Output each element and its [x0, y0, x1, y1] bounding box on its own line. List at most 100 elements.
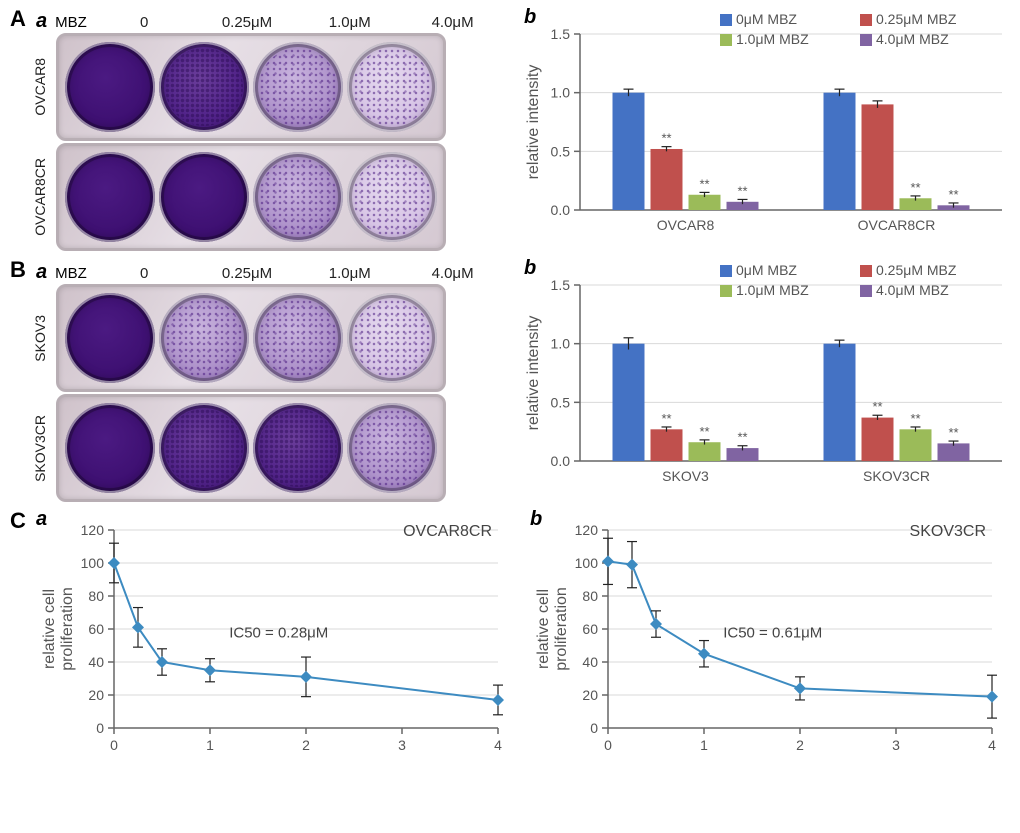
svg-text:**: ** [699, 176, 709, 191]
well [65, 42, 155, 132]
well-plate [56, 33, 446, 141]
svg-text:1: 1 [700, 737, 708, 753]
svg-text:SKOV3: SKOV3 [662, 468, 709, 484]
svg-text:1.0μM MBZ: 1.0μM MBZ [736, 282, 809, 298]
well [253, 403, 343, 493]
well [347, 293, 437, 383]
well-plate [56, 394, 446, 502]
panel-b-plates: a MBZ 00.25μM1.0μM4.0μM SKOV3 SKOV3CR [32, 261, 504, 504]
svg-text:80: 80 [88, 588, 104, 604]
well [253, 293, 343, 383]
panel-b-mbz-label: MBZ [55, 265, 87, 282]
svg-text:100: 100 [575, 555, 599, 571]
svg-text:**: ** [737, 183, 747, 198]
panel-b-sub-a: a [36, 261, 47, 284]
bar-chart-b: 0.0 0.5 1.0 1.5 relative intensity 0μM MBZ 0.2… [520, 261, 1010, 491]
svg-text:SKOV3CR: SKOV3CR [910, 523, 986, 540]
conc-label: 1.0μM [298, 265, 401, 282]
svg-text:**: ** [737, 430, 747, 445]
well [65, 293, 155, 383]
well [347, 42, 437, 132]
conc-label: 4.0μM [401, 265, 504, 282]
panel-b-barchart: b 0.00.51.01.5relative intensity0μM MBZ0… [520, 261, 1010, 491]
svg-text:80: 80 [582, 588, 598, 604]
svg-text:1: 1 [206, 737, 214, 753]
plate-row: OVCAR8 [32, 33, 504, 141]
conc-label: 0 [93, 14, 196, 31]
svg-text:SKOV3CR: SKOV3CR [863, 468, 930, 484]
svg-text:0: 0 [110, 737, 118, 753]
panel-c: C a 02040608010012001234relative cellpro… [10, 512, 1010, 762]
well-plate [56, 284, 446, 392]
plate-row: OVCAR8CR [32, 143, 504, 251]
conc-label: 0.25μM [196, 265, 299, 282]
plate-row-label: SKOV3 [32, 315, 52, 362]
svg-text:**: ** [948, 425, 958, 440]
svg-text:relative intensity: relative intensity [525, 316, 542, 431]
panel-c-letter: C [10, 508, 26, 534]
panel-c-sub-b: b [530, 508, 542, 531]
plate-row: SKOV3CR [32, 394, 504, 502]
conc-label: 4.0μM [401, 14, 504, 31]
plate-row-label: OVCAR8CR [32, 158, 52, 236]
well [65, 152, 155, 242]
svg-text:20: 20 [88, 687, 104, 703]
panel-c-chart-2: b 02040608010012001234relative cellproli… [526, 512, 1006, 762]
svg-text:4.0μM MBZ: 4.0μM MBZ [876, 31, 949, 47]
svg-text:40: 40 [582, 654, 598, 670]
svg-text:**: ** [661, 131, 671, 146]
well [253, 42, 343, 132]
svg-text:60: 60 [582, 621, 598, 637]
svg-text:0.5: 0.5 [551, 143, 571, 159]
svg-text:**: ** [910, 411, 920, 426]
well [347, 152, 437, 242]
svg-text:0.0: 0.0 [551, 453, 571, 469]
svg-text:**: ** [699, 424, 709, 439]
plate-row: SKOV3 [32, 284, 504, 392]
svg-text:1.5: 1.5 [551, 277, 571, 293]
svg-text:3: 3 [892, 737, 900, 753]
figure-root: A a MBZ 00.25μM1.0μM4.0μM OVCAR8OVCAR8CR… [10, 10, 1010, 762]
svg-text:OVCAR8CR: OVCAR8CR [403, 523, 492, 540]
line-chart-c2: 02040608010012001234relative cellprolife… [526, 512, 1006, 762]
svg-text:IC50 = 0.61μM: IC50 = 0.61μM [723, 624, 822, 641]
svg-text:20: 20 [582, 687, 598, 703]
svg-text:120: 120 [81, 522, 105, 538]
conc-label: 0 [93, 265, 196, 282]
svg-text:1.0μM MBZ: 1.0μM MBZ [736, 31, 809, 47]
svg-text:60: 60 [88, 621, 104, 637]
svg-text:proliferation: proliferation [553, 587, 570, 671]
plate-row-label: SKOV3CR [32, 415, 52, 482]
plate-row-label: OVCAR8 [32, 58, 52, 116]
panel-a-conc-labels: 00.25μM1.0μM4.0μM [93, 14, 504, 31]
panel-c-chart-1: a 02040608010012001234relative cellproli… [32, 512, 512, 762]
svg-text:0.5: 0.5 [551, 394, 571, 410]
svg-text:1.5: 1.5 [551, 26, 571, 42]
well [159, 293, 249, 383]
svg-text:4.0μM MBZ: 4.0μM MBZ [876, 282, 949, 298]
svg-text:IC50 = 0.28μM: IC50 = 0.28μM [229, 624, 328, 641]
well [253, 152, 343, 242]
panel-a-sub-b: b [524, 6, 536, 29]
svg-text:0: 0 [590, 720, 598, 736]
svg-text:OVCAR8: OVCAR8 [657, 217, 715, 233]
panel-a: A a MBZ 00.25μM1.0μM4.0μM OVCAR8OVCAR8CR… [10, 10, 1010, 253]
svg-text:relative cell: relative cell [41, 589, 58, 669]
svg-text:0μM MBZ: 0μM MBZ [736, 262, 797, 278]
svg-text:0: 0 [96, 720, 104, 736]
panel-a-plates: a MBZ 00.25μM1.0μM4.0μM OVCAR8OVCAR8CR [32, 10, 504, 253]
svg-text:proliferation: proliferation [59, 587, 76, 671]
panel-b-conc-labels: 00.25μM1.0μM4.0μM [93, 265, 504, 282]
svg-text:0.0: 0.0 [551, 202, 571, 218]
conc-label: 0.25μM [196, 14, 299, 31]
bar-chart-a: 0.00.51.01.5relative intensity0μM MBZ0.2… [520, 10, 1010, 240]
panel-c-sub-a: a [36, 508, 47, 531]
panel-a-barchart: b 0.00.51.01.5relative intensity0μM MBZ0… [520, 10, 1010, 240]
svg-text:OVCAR8CR: OVCAR8CR [858, 217, 936, 233]
panel-b-sub-b: b [524, 257, 536, 280]
svg-text:0.25μM MBZ: 0.25μM MBZ [876, 11, 957, 27]
svg-text:2: 2 [302, 737, 310, 753]
well [159, 152, 249, 242]
svg-text:1.0: 1.0 [551, 336, 571, 352]
svg-text:0.25μM MBZ: 0.25μM MBZ [876, 262, 957, 278]
